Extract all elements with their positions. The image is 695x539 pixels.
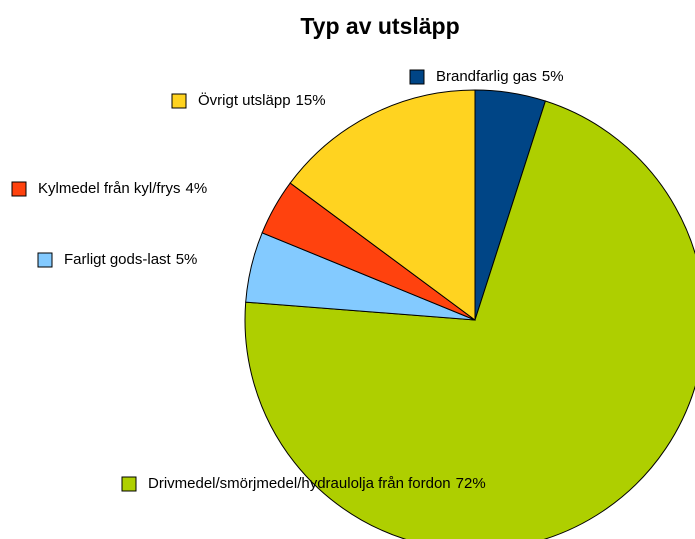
slice-label: Brandfarlig gas 5% — [436, 68, 564, 85]
legend-swatch — [409, 69, 425, 85]
slice-category: Brandfarlig gas — [436, 68, 537, 85]
slice-category: Övrigt utsläpp — [198, 91, 291, 109]
slice-label: Kylmedel från kyl/frys 4% — [38, 180, 207, 197]
slice-value-label: 5% — [176, 251, 198, 268]
legend-swatch — [171, 93, 187, 109]
chart-title: Typ av utsläpp — [300, 13, 459, 39]
slice-category: Drivmedel/smörjmedel/hydraulolja från fo… — [148, 475, 451, 492]
pie-slice — [289, 89, 476, 321]
slice-category: Kylmedel från kyl/frys — [38, 180, 181, 197]
slice-label: Farligt gods-last 5% — [64, 251, 197, 268]
legend-swatch — [11, 181, 27, 197]
legend-swatch — [37, 252, 53, 268]
slice-value-label: 15% — [296, 92, 326, 109]
slice-label: Övrigt utsläpp 15% — [198, 91, 326, 109]
slice-value-label: 72% — [456, 475, 486, 492]
slice-category: Farligt gods-last — [64, 251, 172, 268]
slice-label: Drivmedel/smörjmedel/hydraulolja från fo… — [148, 475, 486, 492]
legend-swatch — [121, 476, 137, 492]
slice-value-label: 4% — [186, 180, 208, 197]
slice-value-label: 5% — [542, 68, 564, 85]
